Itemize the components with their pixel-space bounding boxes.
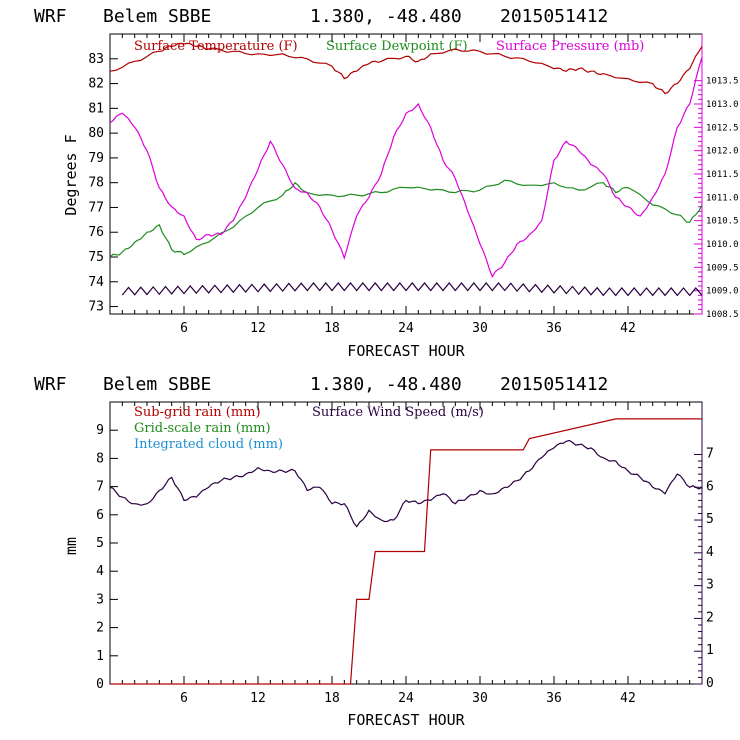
x-tick-label: 36 — [546, 691, 562, 706]
y-tick-label: 79 — [88, 151, 104, 166]
y2-tick-label: 2 — [706, 610, 714, 625]
x-tick-label: 6 — [180, 691, 188, 706]
panel1-run: 2015051412 — [500, 6, 608, 27]
panel1-axes: 6 12 18 24 30 36 42 73 74 75 76 77 78 79 80 81 82 83 1008.… — [88, 33, 739, 336]
y-tick-label: 80 — [88, 126, 104, 141]
panel2-coords: 1.380, -48.480 — [310, 374, 462, 395]
y2-tick-label: 4 — [706, 545, 714, 560]
y2-tick-label: 7 — [706, 446, 714, 461]
y2-tick-label: 0 — [706, 676, 714, 691]
panel2-header: WRF Belem SBBE 1.380, -48.480 2015051412 — [34, 374, 608, 395]
x-tick-label: 6 — [180, 321, 188, 336]
y2-tick-label: 6 — [706, 479, 714, 494]
panel2-legend: Sub-grid rain (mm) Grid-scale rain (mm) … — [134, 405, 484, 452]
y-tick-label: 2 — [96, 621, 104, 636]
x-tick-label: 30 — [472, 691, 488, 706]
y-tick-label: 9 — [96, 423, 104, 438]
x-tick-label: 24 — [398, 321, 414, 336]
series-surface-wind-speed-m-s — [109, 439, 703, 528]
panel2-xaxis-label: FORECAST HOUR — [347, 711, 465, 729]
y-tick-label: 76 — [88, 225, 104, 240]
panel2-plot-area — [109, 418, 703, 685]
y-tick-label: 75 — [88, 250, 104, 265]
y-tick-label: 6 — [96, 508, 104, 523]
series-sub-grid-rain-mm — [110, 418, 702, 685]
y2-tick-label: 1010.5 — [706, 217, 739, 227]
y-tick-label: 0 — [96, 677, 104, 692]
y2-tick-label: 1011.0 — [706, 193, 739, 203]
y2-tick-label: 1008.5 — [706, 310, 739, 320]
legend-surface-pressure: Surface Pressure (mb) — [496, 39, 644, 54]
legend-surface-wind-speed: Surface Wind Speed (m/s) — [312, 405, 484, 420]
x-tick-label: 36 — [546, 321, 562, 336]
series-surface-temperature-f — [109, 42, 703, 95]
y-tick-label: 4 — [96, 564, 104, 579]
legend-integrated-cloud: Integrated cloud (mm) — [134, 437, 283, 452]
y2-tick-label: 1012.5 — [706, 123, 739, 133]
y-tick-label: 7 — [96, 480, 104, 495]
x-tick-label: 42 — [620, 691, 636, 706]
y2-tick-label: 3 — [706, 578, 714, 593]
x-tick-label: 42 — [620, 321, 636, 336]
x-tick-label: 24 — [398, 691, 414, 706]
y-tick-label: 83 — [88, 52, 104, 67]
panel2-station: Belem SBBE — [103, 374, 211, 395]
y2-tick-label: 1009.0 — [706, 287, 739, 297]
y-tick-label: 5 — [96, 536, 104, 551]
y2-tick-label: 1013.0 — [706, 100, 739, 110]
y-tick-label: 81 — [88, 101, 104, 116]
y-tick-label: 8 — [96, 451, 104, 466]
panel1-yaxis-label: Degrees F — [62, 134, 80, 215]
plot-frame — [109, 33, 703, 315]
y2-tick-label: 5 — [706, 512, 714, 527]
legend-gridscale-rain: Grid-scale rain (mm) — [134, 421, 271, 436]
y-tick-label: 73 — [88, 300, 104, 315]
panel1-station: Belem SBBE — [103, 6, 211, 27]
panel2-run: 2015051412 — [500, 374, 608, 395]
x-tick-label: 18 — [324, 691, 340, 706]
panel1-model: WRF — [34, 6, 67, 27]
y-tick-label: 3 — [96, 592, 104, 607]
y2-tick-label: 1013.5 — [706, 77, 739, 87]
panel1-legend: Surface Temperature (F) Surface Dewpoint… — [134, 39, 644, 54]
y2-tick-label: 1011.5 — [706, 170, 739, 180]
y2-tick-label: 1010.0 — [706, 240, 739, 250]
panel1-plot-area — [109, 42, 703, 297]
panel1-xaxis-label: FORECAST HOUR — [347, 342, 465, 360]
panel1-coords: 1.380, -48.480 — [310, 6, 462, 27]
x-tick-label: 12 — [250, 321, 266, 336]
legend-surface-temperature: Surface Temperature (F) — [134, 39, 298, 54]
panel1-header: WRF Belem SBBE 1.380, -48.480 2015051412 — [34, 6, 608, 27]
y2-tick-label: 1 — [706, 643, 714, 658]
panel2-yaxis-label: mm — [62, 537, 80, 555]
y-tick-label: 1 — [96, 649, 104, 664]
x-tick-label: 12 — [250, 691, 266, 706]
series-surface-dewpoint-f — [109, 179, 703, 258]
y2-tick-label: 1009.5 — [706, 263, 739, 273]
y-tick-label: 74 — [88, 275, 104, 290]
series-baseline-series — [121, 282, 703, 297]
panel2-model: WRF — [34, 374, 67, 395]
y-tick-label: 78 — [88, 176, 104, 191]
legend-surface-dewpoint: Surface Dewpoint (F) — [326, 39, 468, 54]
y2-tick-label: 1012.0 — [706, 147, 739, 157]
legend-subgrid-rain: Sub-grid rain (mm) — [134, 405, 261, 420]
series-surface-pressure-mb — [109, 57, 703, 279]
x-tick-label: 30 — [472, 321, 488, 336]
y-tick-label: 82 — [88, 77, 104, 92]
y-tick-label: 77 — [88, 200, 104, 215]
x-tick-label: 18 — [324, 321, 340, 336]
